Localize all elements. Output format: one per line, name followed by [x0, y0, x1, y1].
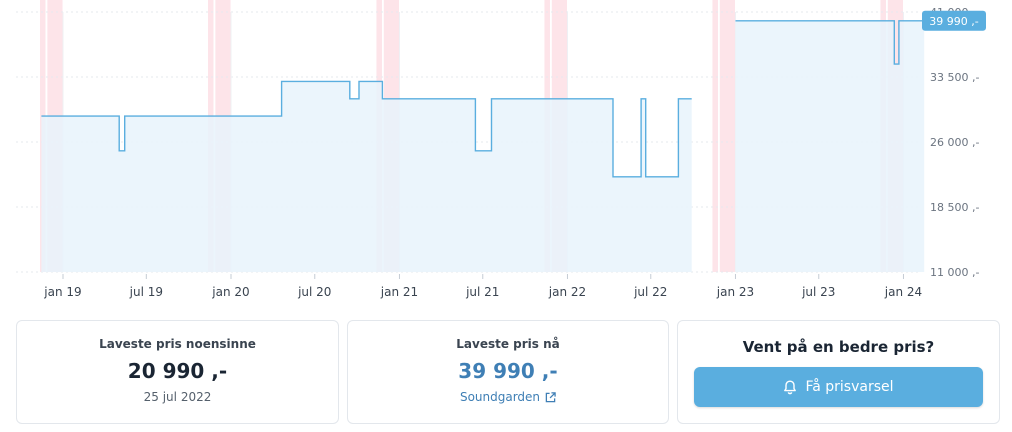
x-tick-label: jan 22	[548, 285, 586, 299]
store-link[interactable]: Soundgarden	[460, 390, 556, 404]
lowest-ever-title: Laveste pris noensinne	[99, 337, 256, 351]
lowest-ever-value: 20 990 ,-	[127, 359, 228, 383]
x-tick-label: jan 21	[380, 285, 418, 299]
lowest-now-title: Laveste pris nå	[456, 337, 560, 351]
price-area	[41, 81, 692, 273]
x-tick-label: jan 24	[884, 285, 922, 299]
bell-icon	[784, 380, 797, 394]
x-tick-label: jan 20	[211, 285, 249, 299]
current-price-label: 39 990 ,-	[929, 15, 978, 28]
x-tick-label: jan 23	[716, 285, 754, 299]
y-tick-label: 33 500 ,-	[930, 71, 979, 84]
x-tick-label: jul 22	[633, 285, 667, 299]
x-tick-label: jul 19	[129, 285, 163, 299]
lowest-now-card: Laveste pris nå 39 990 ,- Soundgarden	[347, 320, 669, 424]
price-line	[735, 20, 925, 65]
price-alert-card: Vent på en bedre pris? Få prisvarsel	[677, 320, 1000, 424]
sale-period-band	[712, 0, 718, 272]
price-area	[735, 20, 925, 272]
sale-period-band	[719, 0, 735, 272]
current-price-badge	[922, 10, 986, 31]
y-tick-label: 11 000 ,-	[930, 266, 979, 279]
price-alert-button[interactable]: Få prisvarsel	[694, 367, 983, 407]
y-tick-label: 18 500 ,-	[930, 201, 979, 214]
external-link-icon	[545, 391, 556, 402]
x-tick-label: jan 19	[43, 285, 81, 299]
price-line	[41, 80, 692, 178]
store-name[interactable]: Soundgarden	[459, 390, 541, 404]
y-tick-label: 26 000 ,-	[930, 136, 979, 149]
lowest-ever-card: Laveste pris noensinne 20 990 ,- 25 jul …	[16, 320, 339, 424]
x-tick-label: jul 20	[297, 285, 331, 299]
x-tick-label: jul 23	[801, 285, 835, 299]
x-tick-label: jul 21	[465, 285, 499, 299]
price-alert-button-label[interactable]: Få prisvarsel	[805, 379, 894, 395]
lowest-ever-date: 25 jul 2022	[143, 390, 212, 404]
price-history-chart: 41 000 ,-33 500 ,-26 000 ,-18 500 ,-11 0…	[16, 0, 986, 299]
lowest-now-value: 39 990 ,-	[458, 359, 558, 383]
price-alert-title: Vent på en bedre pris?	[742, 338, 935, 356]
